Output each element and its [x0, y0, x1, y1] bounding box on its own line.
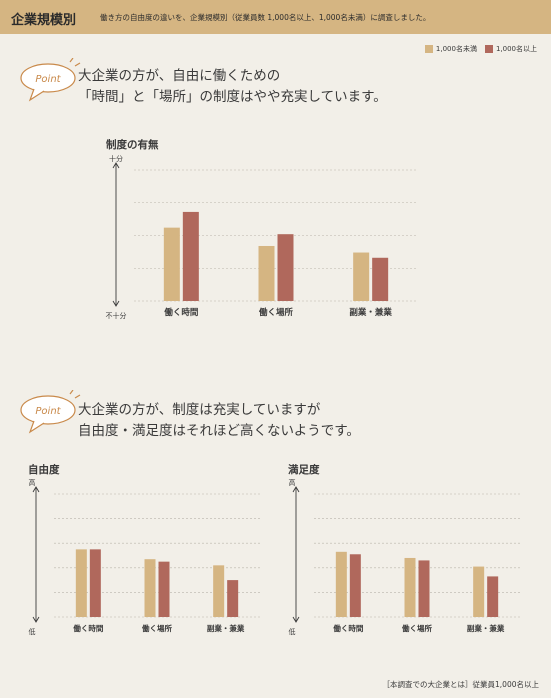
y-axis-arrow-top [112, 162, 120, 169]
y-axis-arrow-bottom [32, 616, 40, 623]
y-axis-top-label: 高 [289, 478, 296, 487]
y-axis-arrow-top [292, 486, 300, 493]
point1-line1: 大企業の方が、自由に働くための [78, 68, 281, 84]
chart1-title: 制度の有無 [106, 139, 159, 151]
point1-text: 大企業の方が、自由に働くための 「時間」と「場所」の制度はやや充実しています。 [78, 66, 387, 108]
category-label: 働く時間 [332, 623, 363, 633]
point2-line2: 自由度・満足度はそれほど高くないようです。 [78, 423, 360, 439]
bar-small-2 [473, 566, 485, 617]
y-axis-arrow-bottom [112, 300, 120, 307]
bar-large-2 [487, 576, 499, 617]
y-axis-bottom-label: 不十分 [106, 311, 127, 320]
bar-large-1 [277, 234, 294, 301]
y-axis-arrow-bottom [292, 616, 300, 623]
category-label: 働く時間 [163, 307, 198, 318]
point-bubble-icon: Point [20, 58, 81, 102]
bar-large-1 [418, 560, 430, 617]
bar-large-0 [182, 211, 199, 301]
y-axis-bottom-label: 低 [289, 627, 296, 636]
legend-label-small: 1,000名未満 [435, 45, 477, 53]
category-label: 働く時間 [72, 623, 103, 633]
bar-large-0 [89, 549, 101, 617]
bar-large-1 [158, 561, 170, 617]
bar-small-1 [404, 557, 416, 617]
page-subtitle: 働き方の自由度の違いを、企業規模別（従業員数 1,000名以上、1,000名未満… [100, 13, 431, 22]
point-bubble-icon: Point [20, 390, 81, 434]
legend-swatch-small [424, 45, 433, 53]
category-label: 働く場所 [141, 623, 172, 633]
chart2: 高低 働く時間 働く場所 副業・兼業 [29, 478, 260, 636]
chart3: 高低 働く時間 働く場所 副業・兼業 [289, 478, 520, 636]
category-label: 働く場所 [258, 307, 294, 318]
bar-small-2 [213, 565, 225, 617]
legend-item-large: 1,000名以上 [484, 44, 537, 54]
bar-small-2 [353, 252, 370, 301]
bar-small-0 [335, 551, 347, 617]
header-bar: 企業規模別 働き方の自由度の違いを、企業規模別（従業員数 1,000名以上、1,… [0, 0, 551, 34]
point2-line1: 大企業の方が、制度は充実していますが [78, 402, 321, 418]
y-axis-arrow-top [32, 486, 40, 493]
bar-large-2 [227, 580, 239, 617]
y-axis-bottom-label: 低 [29, 627, 36, 636]
category-label: 副業・兼業 [349, 307, 392, 318]
point1-line2: 「時間」と「場所」の制度はやや充実しています。 [78, 89, 387, 105]
bar-small-0 [163, 227, 180, 301]
legend: 1,000名未満 1,000名以上 [424, 44, 537, 54]
bar-small-0 [75, 549, 87, 617]
legend-item-small: 1,000名未満 [424, 44, 477, 54]
y-axis-top-label: 十分 [109, 154, 123, 163]
point-badge-2: Point [35, 406, 61, 417]
category-label: 副業・兼業 [467, 623, 505, 633]
category-label: 副業・兼業 [207, 623, 245, 633]
bar-small-1 [144, 559, 156, 617]
y-axis-top-label: 高 [29, 478, 36, 487]
page-title: 企業規模別 [11, 13, 77, 28]
chart3-title: 満足度 [288, 464, 320, 476]
legend-swatch-large [484, 45, 493, 53]
bar-large-2 [372, 257, 389, 301]
bar-large-0 [349, 554, 361, 617]
legend-label-large: 1,000名以上 [495, 45, 537, 53]
point2-text: 大企業の方が、制度は充実していますが 自由度・満足度はそれほど高くないようです。 [78, 400, 360, 442]
chart2-title: 自由度 [28, 464, 60, 476]
bar-small-1 [258, 245, 275, 301]
point-badge-1: Point [35, 74, 61, 85]
category-label: 働く場所 [401, 623, 432, 633]
footnote: ［本調査での大企業とは］従業員1,000名以上 [382, 680, 539, 689]
